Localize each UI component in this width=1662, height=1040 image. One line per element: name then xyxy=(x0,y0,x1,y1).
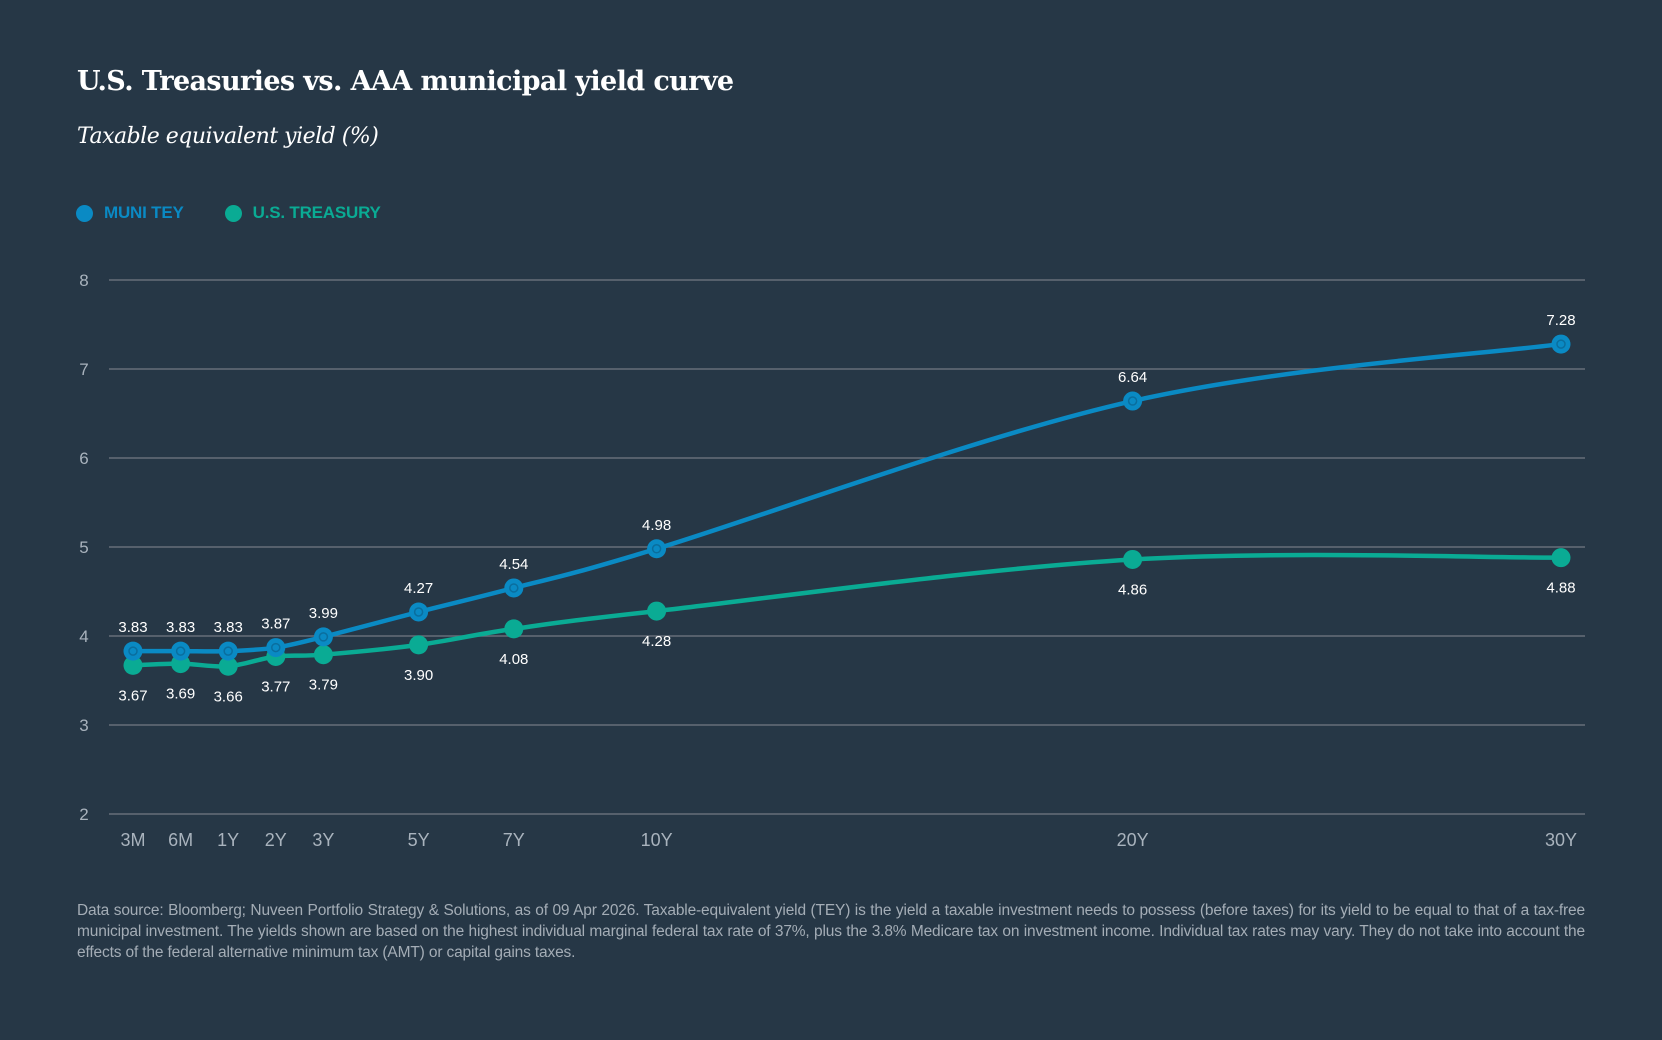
x-tick-label: 20Y xyxy=(1117,830,1149,850)
data-point-marker xyxy=(504,578,524,598)
legend-label: U.S. TREASURY xyxy=(252,203,381,222)
data-point-marker-ring xyxy=(413,607,424,617)
data-label: 3.69 xyxy=(166,686,195,703)
data-point-marker xyxy=(266,638,286,658)
data-point-marker xyxy=(409,602,429,622)
chart-subtitle: Taxable equivalent yield (%) xyxy=(77,124,379,149)
data-point-marker xyxy=(409,635,429,655)
chart-legend: MUNI TEY U.S. TREASURY xyxy=(76,201,422,225)
data-label: 4.86 xyxy=(1118,581,1147,598)
data-point-marker xyxy=(1551,548,1571,568)
data-point-marker xyxy=(1551,334,1571,354)
x-tick-label: 6M xyxy=(168,830,193,850)
data-point-marker xyxy=(123,641,143,661)
y-tick-label: 5 xyxy=(79,538,88,557)
data-point-marker-ring xyxy=(271,642,281,653)
data-label: 3.83 xyxy=(166,619,195,636)
legend-marker-icon xyxy=(224,204,242,222)
data-point-marker-ring xyxy=(1127,396,1138,406)
x-tick-label: 5Y xyxy=(408,830,430,850)
data-point-marker xyxy=(1123,549,1143,569)
data-label: 3.83 xyxy=(214,619,243,636)
y-tick-label: 8 xyxy=(79,271,88,290)
legend-label: MUNI TEY xyxy=(104,203,184,222)
y-tick-label: 4 xyxy=(79,627,88,646)
data-point-marker-ring xyxy=(128,646,138,656)
data-point-marker xyxy=(647,539,667,559)
footnote: Data source: Bloomberg; Nuveen Portfolio… xyxy=(77,902,1585,961)
data-point-marker xyxy=(647,601,667,621)
data-labels: 3.67 3.69 3.66 3.77 3.79 3.90 4.08 4.28 4.86 4.88… xyxy=(118,312,1575,705)
data-point-marker-ring xyxy=(175,646,186,656)
data-label: 4.08 xyxy=(499,651,528,668)
data-point-marker-ring xyxy=(651,544,662,554)
data-label: 4.98 xyxy=(642,517,671,534)
data-label: 4.88 xyxy=(1546,580,1575,597)
series-line-muni-tey xyxy=(130,341,1564,654)
data-label: 3.90 xyxy=(404,667,433,684)
data-label: 3.66 xyxy=(214,688,243,705)
y-tick-label: 2 xyxy=(79,805,88,824)
y-tick-label: 3 xyxy=(79,716,88,735)
data-point-marker-ring xyxy=(223,646,233,656)
x-tick-label: 2Y xyxy=(265,830,287,850)
data-label: 3.83 xyxy=(118,619,147,636)
data-point-marker xyxy=(313,645,333,665)
series-lines xyxy=(130,341,1564,669)
legend-item-us-treasury[interactable]: U.S. TREASURY xyxy=(224,203,381,223)
data-label: 3.77 xyxy=(261,678,290,695)
data-label: 4.28 xyxy=(642,633,671,650)
legend-marker-icon xyxy=(76,204,93,222)
x-axis: 3M 6M 1Y 2Y 3Y 5Y 7Y 10Y 20Y 30Y xyxy=(120,830,1577,850)
x-tick-label: 3M xyxy=(120,830,145,850)
data-point-marker-ring xyxy=(318,632,329,642)
data-point-marker xyxy=(123,655,143,675)
x-tick-label: 30Y xyxy=(1545,830,1577,850)
x-tick-label: 3Y xyxy=(312,830,334,850)
data-point-marker xyxy=(171,641,191,661)
series-line-us-treasury xyxy=(130,552,1564,669)
data-point-marker xyxy=(218,641,238,661)
y-axis: 2 3 4 5 6 7 8 xyxy=(79,271,88,824)
line-chart: 2 3 4 5 6 7 8 3M 6M 1Y 2Y 3Y 5Y 7Y 10Y 20Y 30Y 3.67 3.69… xyxy=(79,271,1585,850)
data-label: 3.87 xyxy=(261,616,290,633)
data-label: 7.28 xyxy=(1546,312,1575,329)
data-point-marker xyxy=(313,627,333,647)
chart-title: U.S. Treasuries vs. AAA municipal yield … xyxy=(77,66,734,97)
data-point-marker-ring xyxy=(509,583,519,593)
legend-item-muni-tey[interactable]: MUNI TEY xyxy=(76,203,184,223)
data-label: 4.27 xyxy=(404,580,433,597)
x-tick-label: 10Y xyxy=(641,830,673,850)
series-markers xyxy=(123,334,1571,676)
gridlines xyxy=(109,279,1585,815)
data-label: 4.54 xyxy=(499,556,528,573)
y-tick-label: 7 xyxy=(79,360,88,379)
data-label: 3.79 xyxy=(309,677,338,694)
data-point-marker xyxy=(504,619,524,639)
data-point-marker xyxy=(1123,391,1143,411)
data-label: 3.67 xyxy=(118,687,147,704)
data-label: 6.64 xyxy=(1118,369,1147,386)
data-label: 3.99 xyxy=(309,605,338,622)
x-tick-label: 1Y xyxy=(217,830,239,850)
data-point-marker xyxy=(218,656,238,676)
data-point-marker-ring xyxy=(1556,339,1566,349)
x-tick-label: 7Y xyxy=(503,830,525,850)
y-tick-label: 6 xyxy=(79,449,88,468)
